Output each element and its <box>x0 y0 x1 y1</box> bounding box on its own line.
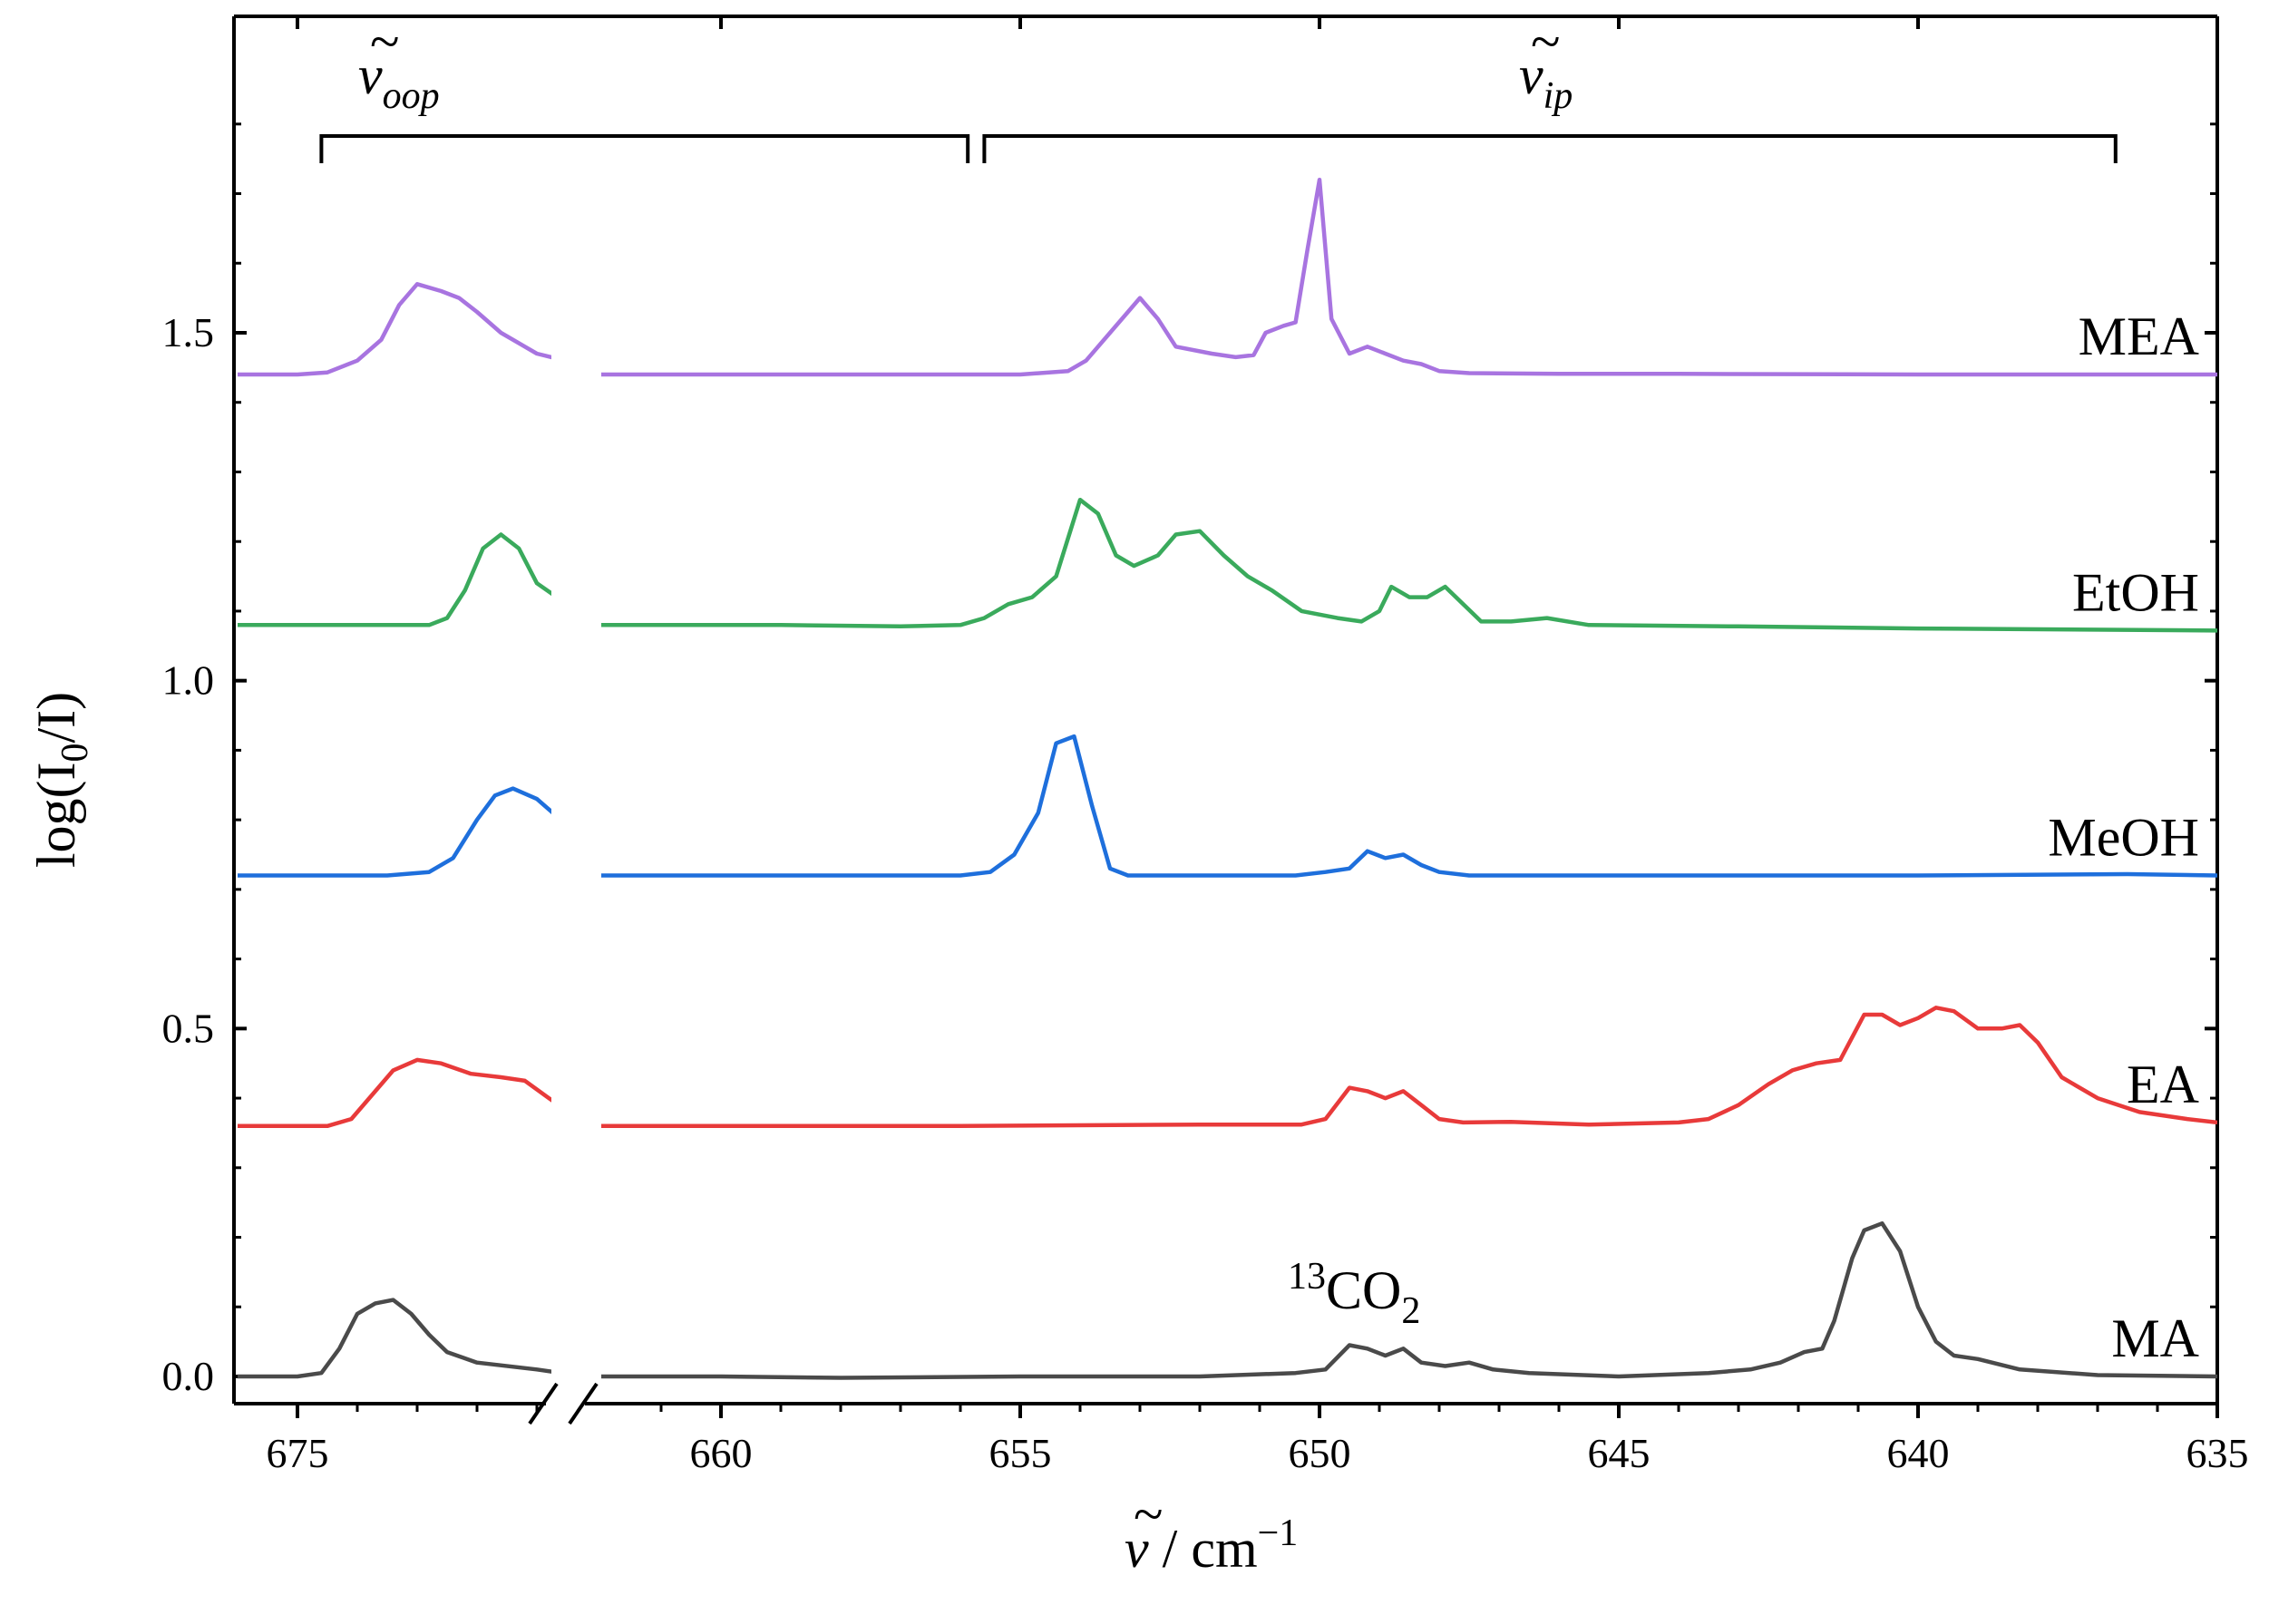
x-axis-title-tilde: ~ <box>1134 1484 1163 1544</box>
ip-tilde: ~ <box>1531 12 1560 72</box>
x-tick-label: 655 <box>989 1430 1052 1476</box>
x-axis-title: ν / cm−1 <box>1125 1512 1298 1579</box>
series-label-mea: MEA <box>2079 306 2199 366</box>
oop-subscript: oop <box>383 75 440 117</box>
series-line-meoh <box>238 786 551 878</box>
series-label-meoh: MeOH <box>2048 808 2199 868</box>
range-brackets <box>319 134 2118 163</box>
series-label-ma: MA <box>2111 1308 2199 1368</box>
ip-subscript: ip <box>1544 75 1573 117</box>
x-tick-label: 675 <box>267 1430 329 1476</box>
y-axis-title-end: /I) <box>26 692 86 744</box>
x-axis-title-unit: cm <box>1191 1519 1257 1579</box>
series-line-meoh <box>601 734 2217 878</box>
x-tick-label: 645 <box>1588 1430 1651 1476</box>
x-tick-label: 650 <box>1289 1430 1351 1476</box>
co2-text: CO <box>1326 1260 1401 1320</box>
y-axis-title-main: log(I <box>26 763 86 869</box>
series-line-mea <box>601 177 2217 377</box>
series-line-mea <box>238 282 551 377</box>
x-tick-label: 640 <box>1887 1430 1950 1476</box>
axis-break-mark <box>568 1382 599 1425</box>
series-line-ea <box>601 1006 2217 1129</box>
series-label-ea: EA <box>2127 1055 2199 1114</box>
series-line-ma <box>601 1220 2217 1380</box>
x-axis-ticks: 675 660 655 650 645 640 635 <box>267 16 2249 1476</box>
oop-symbol: ν <box>358 45 383 105</box>
y-tick-label: 0.0 <box>162 1353 215 1399</box>
oop-range-bracket <box>319 134 970 163</box>
axis-break-marks <box>528 1382 599 1425</box>
series-line-etoh <box>238 532 551 627</box>
y-axis-title-sub: 0 <box>54 744 96 763</box>
oop-tilde: ~ <box>370 12 399 72</box>
co2-annotation: 13CO2 <box>1288 1256 1420 1332</box>
x-axis-title-separator: / <box>1149 1519 1192 1579</box>
series-labels: MEA EtOH MeOH EA MA <box>2048 306 2199 1368</box>
series-line-etoh <box>601 497 2217 633</box>
y-axis-title: log(I0/I) <box>26 692 96 868</box>
y-axis-ticks: 0.0 0.5 1.0 1.5 <box>162 122 2217 1399</box>
ip-annotation: νip <box>1519 45 1573 117</box>
y-tick-label: 1.0 <box>162 657 215 704</box>
series-label-etoh: EtOH <box>2072 562 2199 622</box>
x-axis-title-exp: −1 <box>1258 1512 1299 1554</box>
oop-annotation: νoop <box>358 45 440 117</box>
y-tick-label: 0.5 <box>162 1005 215 1051</box>
co2-prefix: 13 <box>1288 1256 1326 1298</box>
series-line-ea <box>238 1057 551 1129</box>
series-line-ma <box>238 1298 551 1379</box>
y-tick-label: 1.5 <box>162 309 215 355</box>
co2-subscript: 2 <box>1401 1290 1420 1332</box>
ip-range-bracket <box>982 134 2118 163</box>
ip-symbol: ν <box>1519 45 1544 105</box>
x-axis-title-symbol: ν <box>1125 1519 1149 1579</box>
axis-break-mark <box>528 1382 559 1425</box>
plot-frame <box>232 15 2219 1425</box>
series-lines <box>238 177 2217 1380</box>
x-tick-label: 660 <box>690 1430 753 1476</box>
x-tick-label: 635 <box>2186 1430 2249 1476</box>
